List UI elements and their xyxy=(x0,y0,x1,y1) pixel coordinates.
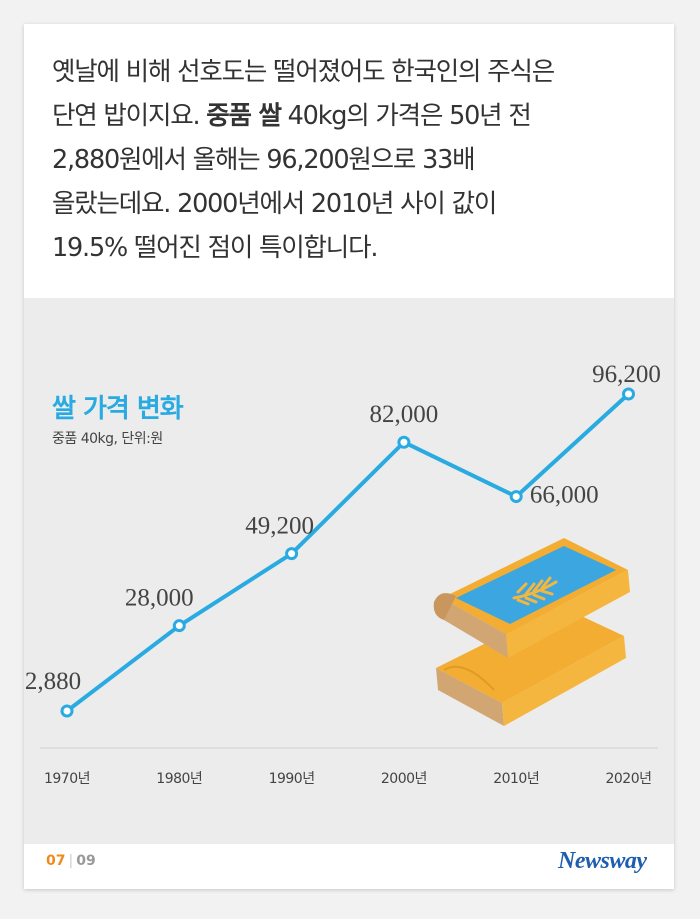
intro-line-2: 단연 밥이지요. 중품 쌀 40kg의 가격은 50년 전 xyxy=(52,94,662,138)
intro-line-2-start: 단연 밥이지요. xyxy=(52,101,207,131)
chart-subtitle: 중품 40kg, 단위:원 xyxy=(52,431,163,447)
intro-line-1: 옛날에 비해 선호도는 떨어졌어도 한국인의 주식은 xyxy=(52,57,555,87)
data-label: 66,000 xyxy=(530,482,599,509)
page-separator: | xyxy=(68,853,74,869)
series-line xyxy=(65,392,630,713)
data-point xyxy=(172,619,186,633)
intro-line-4: 올랐는데요. 2000년에서 2010년 사이 값이 xyxy=(52,189,497,219)
x-tick-label: 2020년 xyxy=(605,771,651,787)
chart-panel: 쌀 가격 변화 중품 40kg, 단위:원 xyxy=(24,298,674,844)
page-current: 07 xyxy=(46,853,66,869)
page-total: 09 xyxy=(76,853,96,869)
line-chart: 2,880 1970년 28,000 1980년 49,200 1990년 82,000 20… xyxy=(25,361,661,787)
data-point xyxy=(397,435,411,449)
x-tick-label: 1980년 xyxy=(156,771,202,787)
data-label: 96,200 xyxy=(592,361,661,388)
newsway-logo: Newsway xyxy=(558,848,647,874)
x-tick-label: 1970년 xyxy=(44,771,90,787)
x-tick-label: 1990년 xyxy=(269,771,315,787)
intro-text: 옛날에 비해 선호도는 떨어졌어도 한국인의 주식은 단연 밥이지요. 중품 쌀… xyxy=(52,50,662,270)
data-point xyxy=(60,704,74,718)
data-point xyxy=(622,387,635,401)
data-label: 49,200 xyxy=(245,513,314,540)
x-tick-label: 2000년 xyxy=(381,771,427,787)
chart-title: 쌀 가격 변화 xyxy=(52,394,184,424)
infographic-card: 옛날에 비해 선호도는 떨어졌어도 한국인의 주식은 단연 밥이지요. 중품 쌀… xyxy=(24,24,674,889)
data-point xyxy=(509,490,523,504)
page-indicator: 07 | 09 xyxy=(46,853,96,869)
data-label: 28,000 xyxy=(125,585,194,612)
x-tick-label: 2010년 xyxy=(493,771,539,787)
data-point xyxy=(285,547,299,561)
data-label: 2,880 xyxy=(25,668,81,695)
data-label: 82,000 xyxy=(370,401,439,428)
intro-line-3: 2,880원에서 올해는 96,200원으로 33배 xyxy=(52,145,476,175)
intro-line-2-end: 40kg의 가격은 50년 전 xyxy=(280,101,532,131)
intro-highlight: 중품 쌀 xyxy=(206,101,282,131)
plot-area: 2,880 1970년 28,000 1980년 49,200 1990년 82,000 20… xyxy=(25,361,661,787)
intro-line-5: 19.5% 떨어진 점이 특이합니다. xyxy=(52,233,378,263)
rice-bag-icon xyxy=(433,538,630,726)
